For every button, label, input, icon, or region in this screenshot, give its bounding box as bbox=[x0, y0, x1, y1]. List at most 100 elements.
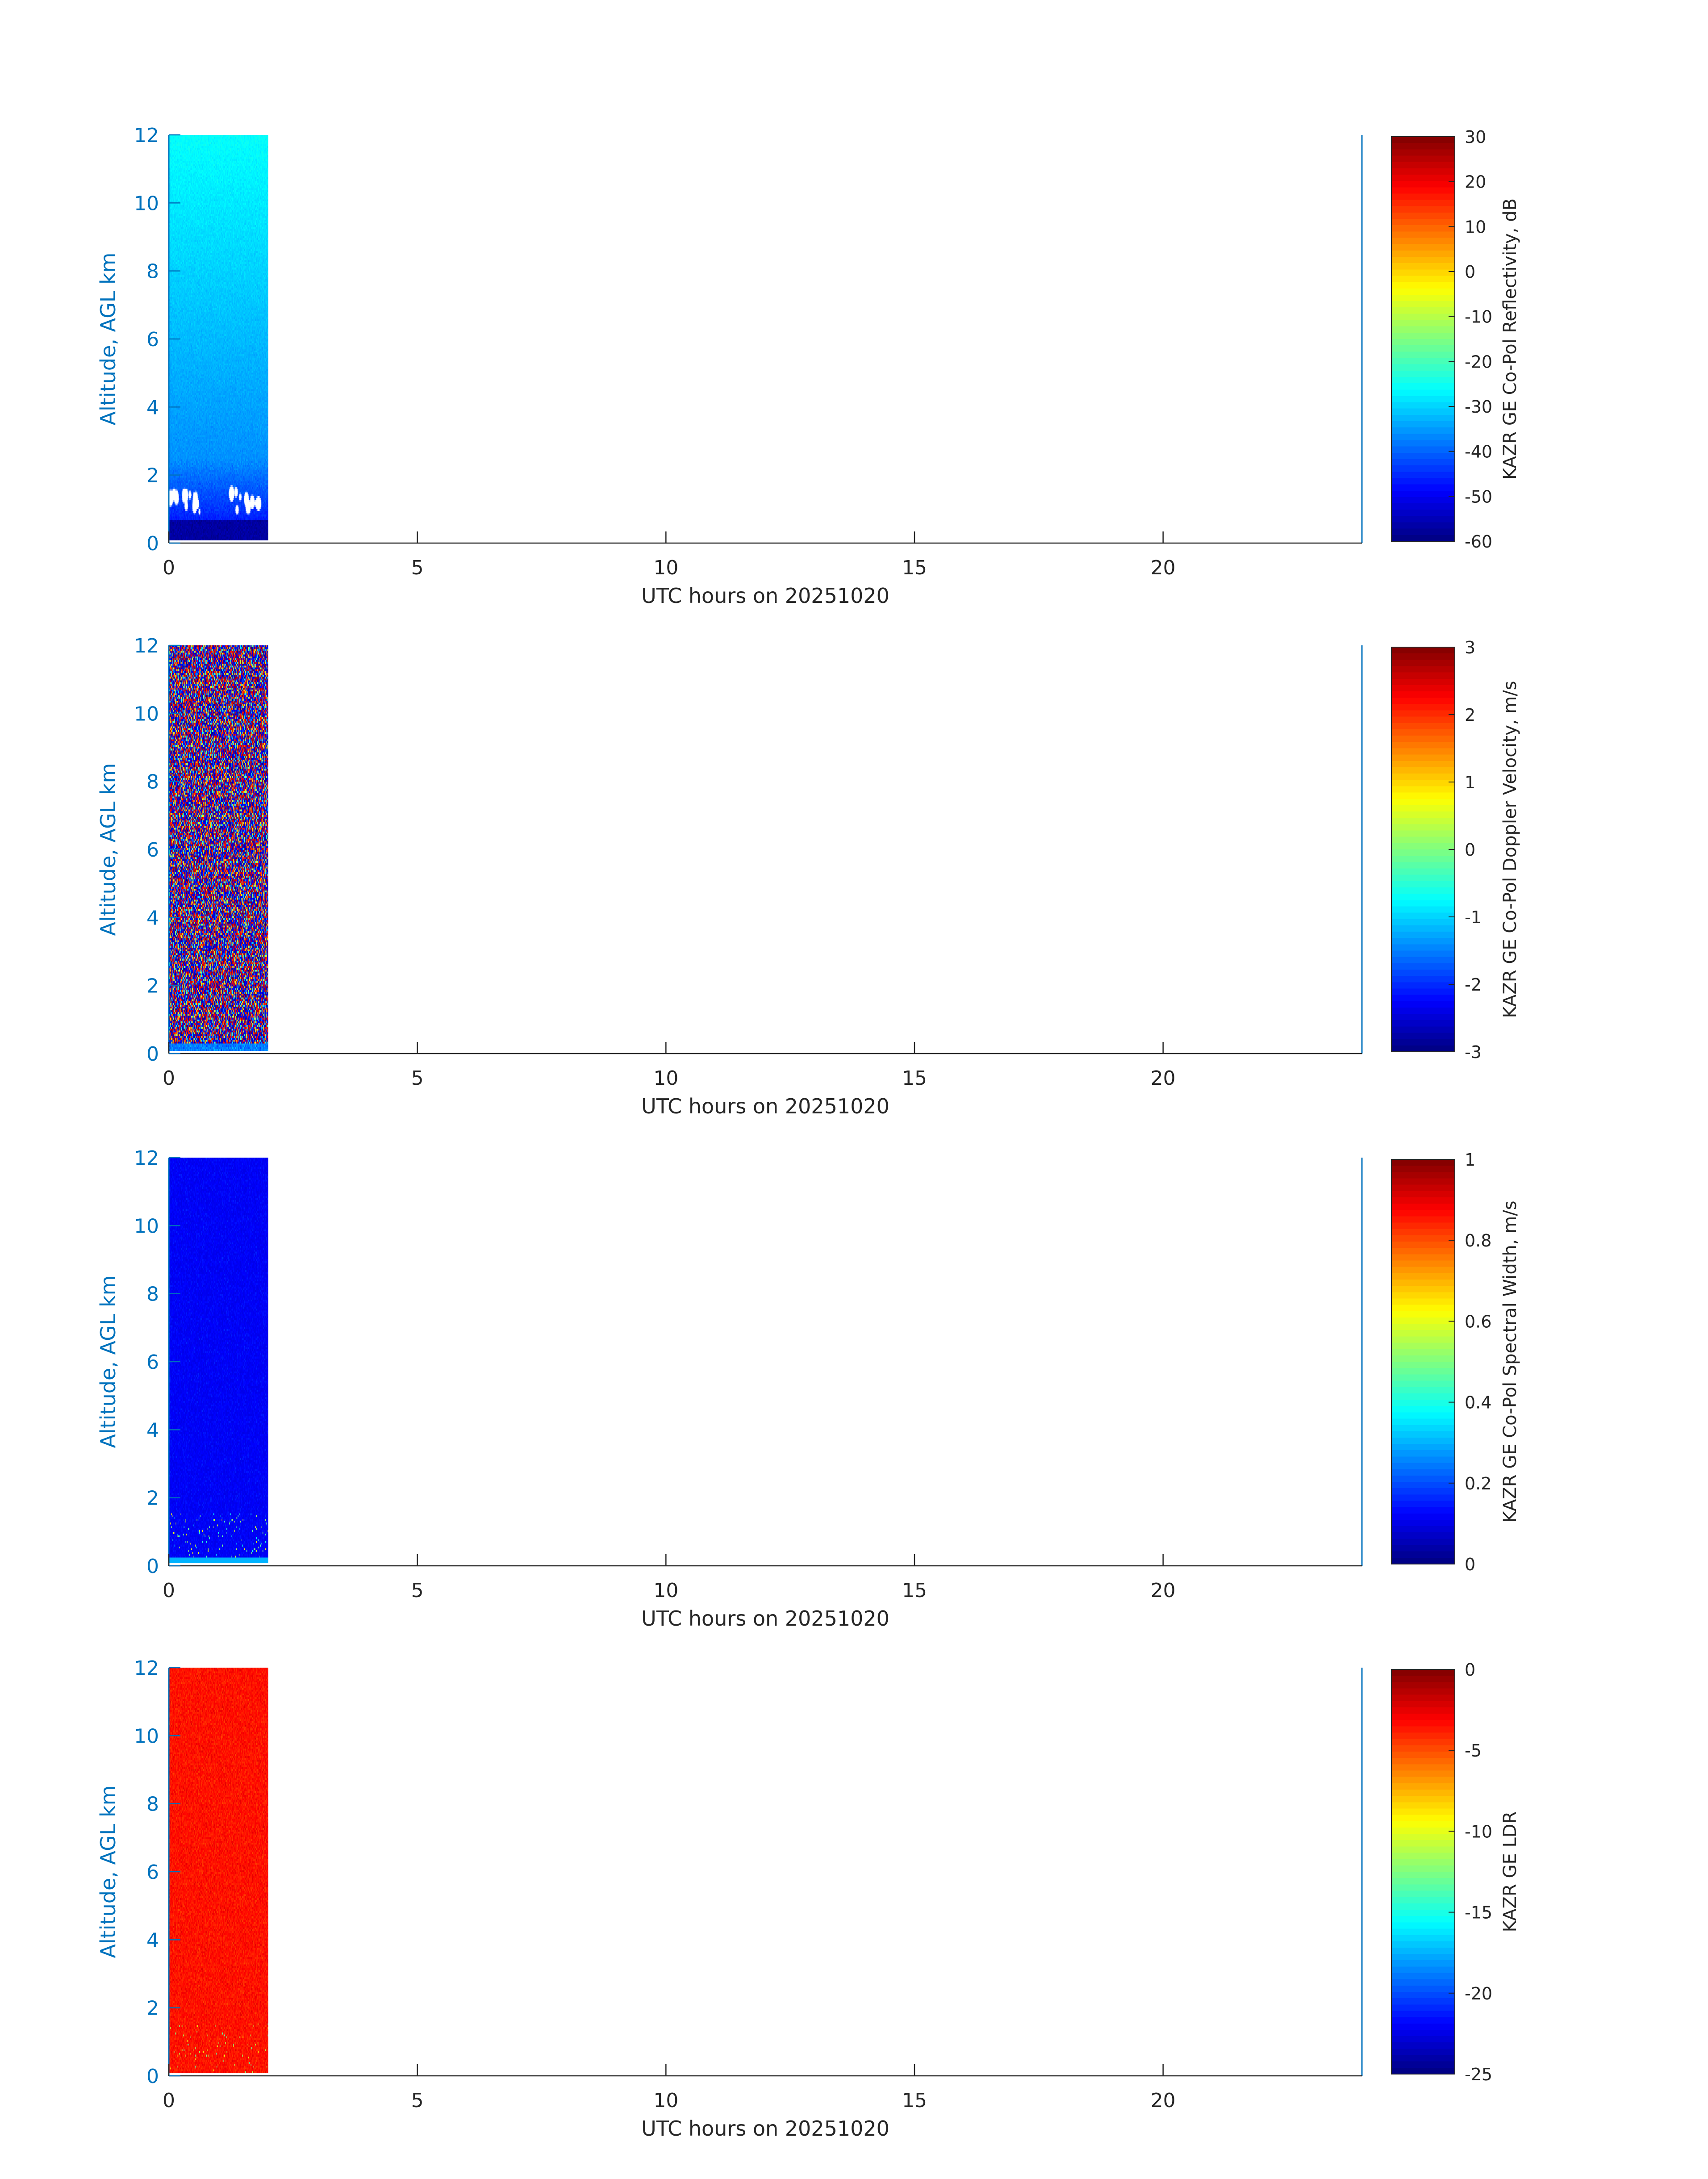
heatmap-block bbox=[169, 1158, 268, 1563]
colorbar-label: KAZR GE Co-Pol Spectral Width, m/s bbox=[1500, 1200, 1520, 1522]
y-tick-label: 6 bbox=[146, 839, 159, 862]
colorbar-tick-label: 0 bbox=[1465, 840, 1475, 860]
colorbar-tick-label: 0 bbox=[1465, 1555, 1475, 1574]
y-tick-label: 6 bbox=[146, 1861, 159, 1884]
colorbar-tick-label: -50 bbox=[1465, 487, 1492, 506]
colorbar bbox=[1391, 1159, 1455, 1564]
x-axis-label: UTC hours on 20251020 bbox=[641, 1606, 889, 1631]
colorbar-label: KAZR GE Co-Pol Reflectivity, dB bbox=[1500, 198, 1520, 480]
x-tick-label: 20 bbox=[1151, 1579, 1176, 1602]
y-axis-label: Altitude, AGL km bbox=[96, 252, 120, 425]
x-tick-label: 5 bbox=[411, 1579, 424, 1602]
panel-1: 0 2 4 6 8 10 12 0 5 10 15 20 UTC hours on 20251020 Al… bbox=[96, 124, 1520, 608]
y-tick-label: 4 bbox=[146, 396, 159, 419]
x-axis-label: UTC hours on 20251020 bbox=[641, 584, 889, 608]
colorbar bbox=[1391, 647, 1455, 1052]
colorbar-tick-label: 0 bbox=[1465, 1660, 1475, 1680]
y-tick-label: 10 bbox=[134, 1215, 159, 1238]
colorbar-tick-label: 0.8 bbox=[1465, 1231, 1491, 1251]
y-tick-label: 2 bbox=[146, 1487, 159, 1510]
x-tick-label: 20 bbox=[1151, 1067, 1176, 1090]
x-tick-label: 5 bbox=[411, 556, 424, 579]
y-tick-label: 12 bbox=[134, 635, 159, 657]
x-tick-label: 10 bbox=[653, 1067, 678, 1090]
y-tick-label: 12 bbox=[134, 124, 159, 147]
y-axis-label: Altitude, AGL km bbox=[96, 1785, 120, 1958]
colorbar-tick-label: 20 bbox=[1465, 172, 1486, 192]
y-tick-label: 8 bbox=[146, 771, 159, 794]
x-tick-label: 0 bbox=[163, 1579, 175, 1602]
x-tick-label: 0 bbox=[163, 556, 175, 579]
y-tick-label: 2 bbox=[146, 1997, 159, 2020]
colorbar-tick-label: -1 bbox=[1465, 908, 1482, 927]
y-tick-label: 10 bbox=[134, 703, 159, 725]
heatmap-block bbox=[169, 645, 268, 1051]
colorbar-tick-label: 30 bbox=[1465, 127, 1486, 147]
colorbar bbox=[1391, 1669, 1455, 2074]
y-tick-label: 4 bbox=[146, 1929, 159, 1952]
colorbar-tick-label: 2 bbox=[1465, 705, 1475, 725]
colorbar-tick-label: -5 bbox=[1465, 1741, 1482, 1761]
x-tick-label: 10 bbox=[653, 556, 678, 579]
x-tick-label: 15 bbox=[902, 1579, 927, 1602]
colorbar-tick-label: -2 bbox=[1465, 975, 1482, 995]
y-tick-label: 6 bbox=[146, 328, 159, 351]
y-tick-label: 10 bbox=[134, 1725, 159, 1748]
colorbar-tick-label: 0 bbox=[1465, 262, 1475, 282]
colorbar-tick-label: 1 bbox=[1465, 1150, 1475, 1170]
y-tick-label: 8 bbox=[146, 1793, 159, 1816]
x-tick-label: 15 bbox=[902, 556, 927, 579]
colorbar-tick-label: -30 bbox=[1465, 397, 1492, 417]
colorbar-label: KAZR GE LDR bbox=[1500, 1811, 1520, 1932]
x-tick-label: 10 bbox=[653, 2089, 678, 2112]
x-tick-label: 20 bbox=[1151, 556, 1176, 579]
colorbar-frame bbox=[1391, 1669, 1455, 2074]
heatmap-block bbox=[169, 1668, 268, 2073]
y-tick-label: 8 bbox=[146, 1283, 159, 1306]
colorbar-tick-label: -3 bbox=[1465, 1042, 1482, 1062]
y-axis-label: Altitude, AGL km bbox=[96, 1275, 120, 1448]
y-tick-label: 0 bbox=[146, 532, 159, 555]
colorbar-tick-label: 0.4 bbox=[1465, 1393, 1491, 1413]
colorbar-tick-label: -20 bbox=[1465, 352, 1492, 372]
x-tick-label: 5 bbox=[411, 2089, 424, 2112]
x-tick-label: 0 bbox=[163, 1067, 175, 1090]
y-tick-label: 0 bbox=[146, 1043, 159, 1066]
y-tick-label: 12 bbox=[134, 1657, 159, 1680]
x-axis-label: UTC hours on 20251020 bbox=[641, 2116, 889, 2141]
colorbar-tick-label: -10 bbox=[1465, 307, 1492, 327]
x-tick-label: 5 bbox=[411, 1067, 424, 1090]
x-tick-label: 10 bbox=[653, 1579, 678, 1602]
colorbar-tick-label: 1 bbox=[1465, 773, 1475, 792]
colorbar-tick-label: -40 bbox=[1465, 442, 1492, 462]
x-tick-label: 20 bbox=[1151, 2089, 1176, 2112]
colorbar-tick-label: 0.2 bbox=[1465, 1474, 1491, 1493]
colorbar-tick-label: -25 bbox=[1465, 2065, 1492, 2084]
colorbar-tick-label: 10 bbox=[1465, 217, 1486, 237]
colorbar-tick-label: -10 bbox=[1465, 1822, 1492, 1841]
colorbar-frame bbox=[1391, 1159, 1455, 1564]
y-tick-label: 12 bbox=[134, 1147, 159, 1170]
y-tick-label: 10 bbox=[134, 192, 159, 215]
colorbar-label: KAZR GE Co-Pol Doppler Velocity, m/s bbox=[1500, 681, 1520, 1018]
y-axis-label: Altitude, AGL km bbox=[96, 763, 120, 936]
colorbar-tick-label: 0.6 bbox=[1465, 1312, 1491, 1331]
colorbar-frame bbox=[1391, 136, 1455, 542]
x-axis-label: UTC hours on 20251020 bbox=[641, 1094, 889, 1118]
colorbar-tick-label: -60 bbox=[1465, 532, 1492, 552]
colorbar-tick-label: -15 bbox=[1465, 1903, 1492, 1923]
y-tick-label: 0 bbox=[146, 1555, 159, 1578]
colorbar-tick-label: -20 bbox=[1465, 1984, 1492, 2003]
y-tick-label: 4 bbox=[146, 907, 159, 929]
x-tick-label: 0 bbox=[163, 2089, 175, 2112]
x-tick-label: 15 bbox=[902, 2089, 927, 2112]
colorbar bbox=[1391, 137, 1455, 541]
y-tick-label: 6 bbox=[146, 1351, 159, 1374]
heatmap-block bbox=[169, 135, 268, 540]
y-tick-label: 4 bbox=[146, 1419, 159, 1442]
colorbar-tick-label: 3 bbox=[1465, 638, 1475, 657]
